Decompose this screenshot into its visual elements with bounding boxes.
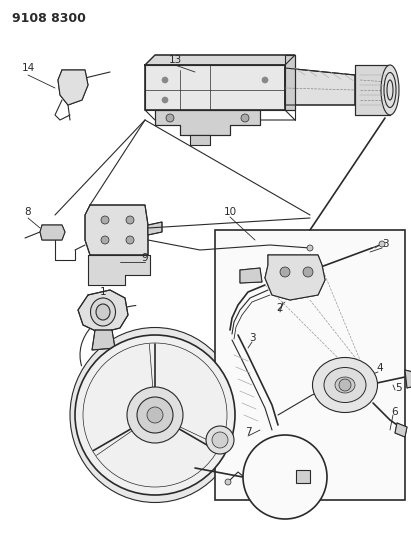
Circle shape [166,114,174,122]
Circle shape [262,77,268,83]
Polygon shape [58,70,88,105]
Polygon shape [88,255,150,285]
Ellipse shape [312,358,377,413]
Text: 12: 12 [278,450,292,460]
Ellipse shape [90,298,115,326]
Circle shape [307,245,313,251]
Bar [215,230,405,500]
Text: 13: 13 [169,55,182,65]
Text: 5: 5 [395,383,401,393]
Ellipse shape [335,377,355,393]
Circle shape [339,379,351,391]
Polygon shape [296,470,310,483]
Circle shape [225,479,231,485]
Polygon shape [265,255,325,300]
Polygon shape [145,55,295,65]
Circle shape [241,114,249,122]
Circle shape [379,241,385,247]
Polygon shape [92,330,115,350]
Polygon shape [395,423,407,437]
Text: 8: 8 [25,207,31,217]
Polygon shape [148,222,162,235]
Ellipse shape [70,327,240,503]
Circle shape [137,397,173,433]
Polygon shape [190,135,210,145]
Text: 3: 3 [382,239,388,249]
Circle shape [147,407,163,423]
Circle shape [126,216,134,224]
Circle shape [127,387,183,443]
Text: 9: 9 [142,253,148,263]
Text: 10: 10 [224,207,237,217]
Text: 1: 1 [100,287,106,297]
Circle shape [206,426,234,454]
Polygon shape [155,110,260,135]
Text: 9108 8300: 9108 8300 [12,12,86,25]
Text: 7: 7 [245,427,251,437]
Circle shape [101,216,109,224]
Text: 3: 3 [249,333,255,343]
Text: 6: 6 [392,407,398,417]
Ellipse shape [324,367,366,402]
Circle shape [101,236,109,244]
Circle shape [303,267,313,277]
Polygon shape [355,65,390,115]
Polygon shape [285,55,295,110]
Circle shape [243,435,327,519]
Text: 14: 14 [21,63,35,73]
Polygon shape [78,290,128,333]
Circle shape [162,77,168,83]
Circle shape [162,97,168,103]
Text: 2: 2 [277,303,283,313]
Circle shape [75,335,235,495]
Ellipse shape [381,65,399,115]
Text: 4: 4 [377,363,383,373]
Polygon shape [145,65,285,110]
Polygon shape [405,370,411,388]
Polygon shape [85,205,148,255]
Circle shape [126,236,134,244]
Polygon shape [40,225,65,240]
Ellipse shape [96,304,110,320]
Polygon shape [240,268,262,283]
Circle shape [280,267,290,277]
Polygon shape [285,68,355,105]
Circle shape [212,432,228,448]
